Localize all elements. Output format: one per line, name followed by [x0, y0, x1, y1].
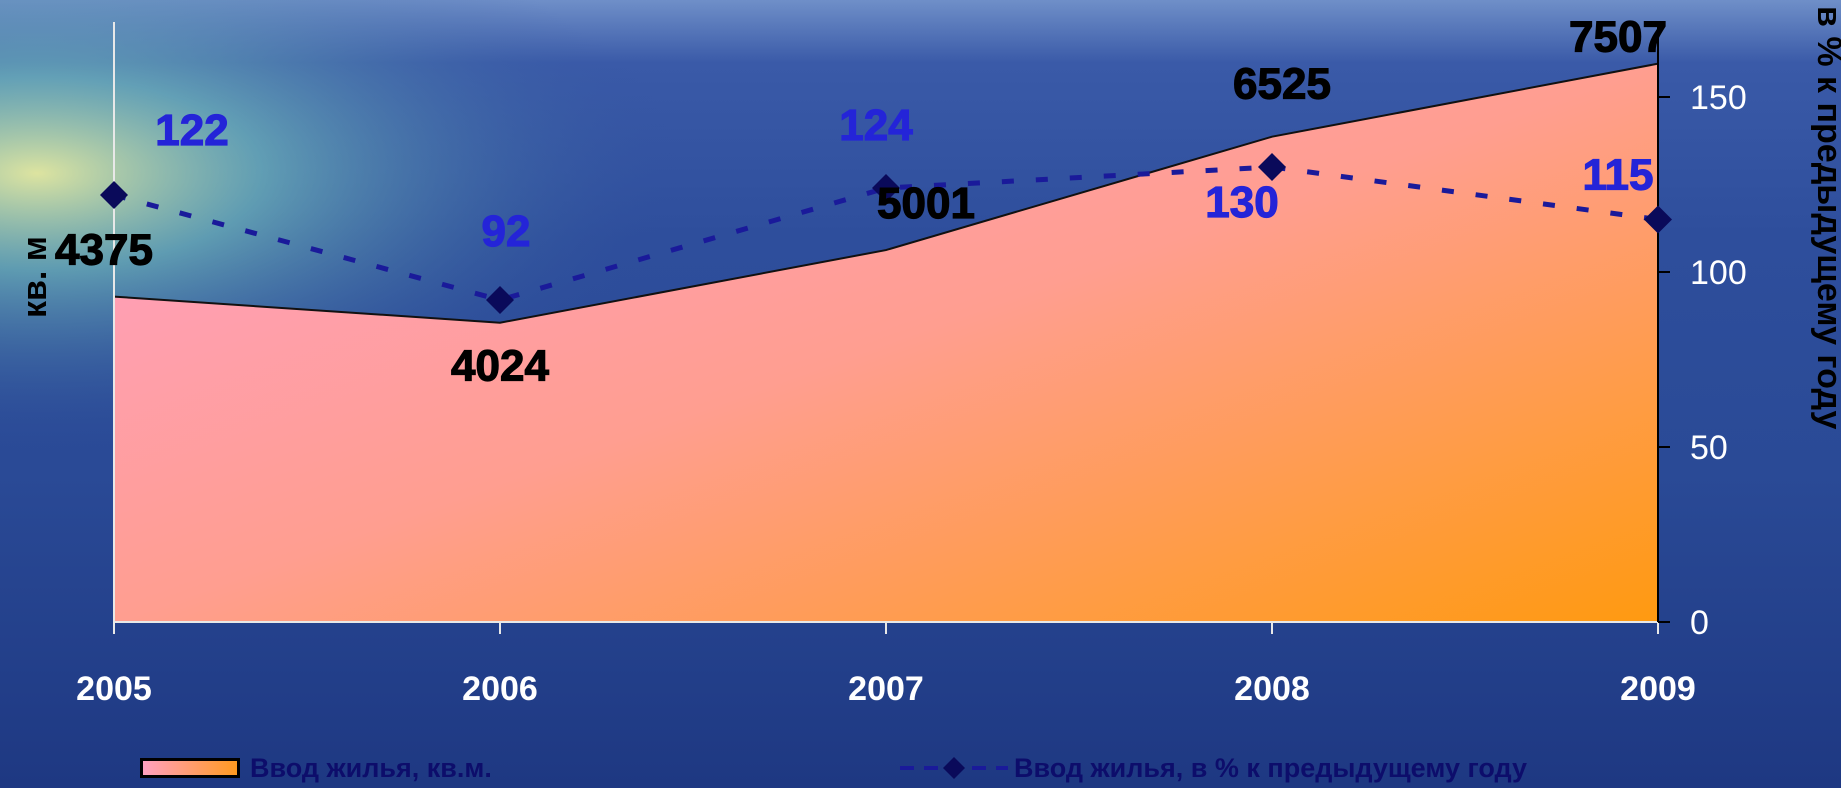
line-data-label: 124 [839, 101, 913, 150]
y-right-tick-label: 150 [1690, 79, 1747, 117]
y-axis-right-label: в % к предыдущему году [1810, 6, 1841, 429]
x-tick-label: 2006 [462, 670, 538, 708]
area-data-label: 6525 [1233, 60, 1331, 109]
area-data-label: 4375 [55, 226, 153, 275]
x-tick-label: 2009 [1620, 670, 1696, 708]
area-series-fill [114, 63, 1658, 623]
line-marker [1258, 153, 1286, 181]
line-marker [872, 174, 900, 202]
line-data-label: 115 [1583, 151, 1654, 200]
legend-label-area: Ввод жилья, кв.м. [250, 752, 492, 783]
legend-item-line: Ввод жилья, в % к предыдущему году [898, 752, 1527, 784]
x-tick-label: 2008 [1234, 670, 1310, 708]
y-right-tick-label: 100 [1690, 254, 1747, 292]
legend-swatch-line [900, 757, 1008, 779]
line-data-label: 130 [1205, 178, 1278, 227]
line-marker [1644, 205, 1672, 234]
x-tick-label: 2007 [848, 670, 924, 708]
y-right-tick-label: 50 [1690, 429, 1728, 467]
y-right-tick-label: 0 [1690, 604, 1709, 642]
area-series-outline [113, 62, 1659, 324]
legend-swatch-area [140, 758, 240, 778]
line-data-label: 92 [482, 207, 531, 256]
area-data-label: 4024 [451, 342, 549, 391]
y-axis-left-label: кв. м [16, 236, 54, 318]
line-data-label: 122 [155, 106, 228, 155]
x-tick-label: 2005 [76, 670, 152, 708]
legend-item-area: Ввод жилья, кв.м. [140, 752, 492, 784]
line-marker [486, 286, 514, 314]
area-data-label: 5001 [877, 179, 975, 228]
legend-label-line: Ввод жилья, в % к предыдущему году [1014, 752, 1527, 783]
line-marker [100, 181, 128, 209]
area-data-label: 7507 [1569, 13, 1667, 62]
